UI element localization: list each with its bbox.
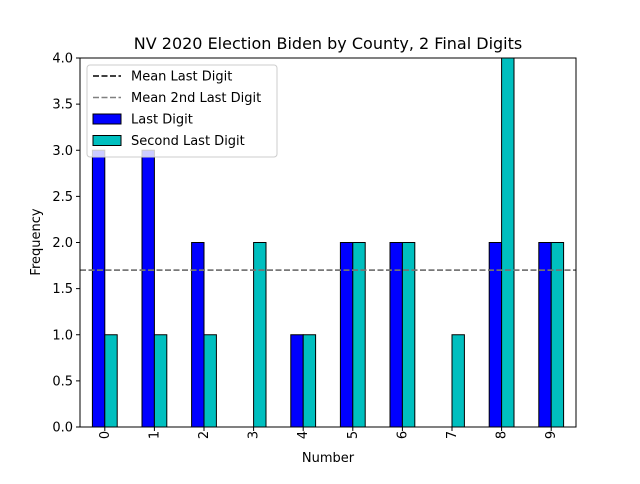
x-axis-ticks: 0 1 2 3 4 5 6 7 8 9 (98, 427, 559, 439)
bar-last-digit-0 (91, 149, 106, 428)
x-tick-label-4: 4 (296, 431, 311, 439)
legend-swatch-last-digit (92, 113, 122, 125)
x-tick-label-3: 3 (247, 431, 262, 439)
legend-label-last-digit: Last Digit (131, 113, 193, 128)
y-tick-label-4: 2.0 (52, 236, 73, 251)
x-axis-label: Number (302, 451, 355, 466)
legend-swatch-second-last-digit (92, 135, 122, 146)
x-tick-label-9: 9 (544, 431, 559, 439)
y-tick-label-5: 2.5 (52, 190, 73, 205)
bar-second-last-digit-7 (451, 334, 465, 428)
y-axis-label: Frequency (29, 208, 44, 275)
bar-second-last-digit-2 (203, 334, 217, 428)
legend-label-second-last-digit: Second Last Digit (131, 134, 245, 149)
bar-second-last-digit-0 (104, 334, 118, 428)
bar-second-last-digit-8 (501, 57, 515, 428)
x-tick-label-6: 6 (395, 431, 410, 439)
x-tick-label-5: 5 (346, 431, 361, 439)
x-tick-label-0: 0 (98, 431, 113, 439)
x-tick-label-2: 2 (197, 431, 212, 439)
x-tick-label-8: 8 (495, 431, 510, 439)
bar-second-last-digit-1 (153, 334, 168, 428)
bar-last-digit-4 (290, 334, 304, 428)
legend-frame (86, 64, 278, 158)
legend-label-mean-2nd-last-digit: Mean 2nd Last Digit (131, 91, 261, 106)
bar-second-last-digit-4 (302, 334, 317, 428)
y-tick-label-0: 0.0 (52, 421, 73, 436)
y-tick-label-8: 4.0 (52, 52, 73, 67)
legend-label-mean-last-digit: Mean Last Digit (131, 70, 232, 85)
y-tick-label-7: 3.5 (52, 98, 73, 113)
bar-last-digit-1 (141, 149, 155, 428)
y-axis-ticks: 0.0 0.5 1.0 1.5 2.0 2.5 3.0 3.5 4.0 (52, 52, 80, 436)
x-tick-label-7: 7 (445, 431, 460, 439)
y-tick-label-1: 0.5 (52, 374, 73, 389)
y-tick-label-6: 3.0 (52, 144, 73, 159)
y-tick-label-2: 1.0 (52, 328, 73, 343)
x-tick-label-1: 1 (147, 431, 162, 439)
legend: Mean Last Digit Mean 2nd Last Digit Last D… (86, 64, 278, 158)
chart-title: NV 2020 Election Biden by County, 2 Fina… (134, 34, 522, 53)
y-tick-label-3: 1.5 (52, 282, 73, 297)
